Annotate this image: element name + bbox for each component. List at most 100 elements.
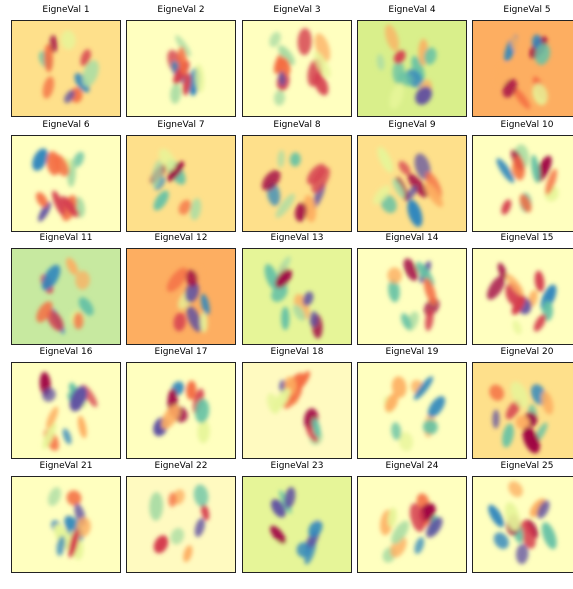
panel-title: EigneVal 24 [357,459,467,473]
eigenvector-panel: EigneVal 11 [11,231,121,361]
eigenvector-panel: EigneVal 15 [472,231,573,361]
eigenvector-image [126,476,236,573]
eigenvector-panel: EigneVal 24 [357,459,467,589]
eigenvector-panel: EigneVal 4 [357,3,467,133]
eigenvector-heatmap [243,363,351,458]
panel-title: EigneVal 7 [126,118,236,132]
panel-title: EigneVal 15 [472,231,573,245]
eigenvector-image [242,476,352,573]
eigenvector-panel: EigneVal 18 [242,345,352,475]
panel-title: EigneVal 17 [126,345,236,359]
eigenvector-heatmap [243,477,351,572]
eigenvector-panel: EigneVal 3 [242,3,352,133]
eigenvector-image [357,476,467,573]
eigenvector-heatmap [473,249,573,344]
eigenvector-heatmap [473,21,573,116]
heatmap-blob [281,307,289,331]
eigenvector-panel: EigneVal 5 [472,3,573,133]
eigenvector-heatmap [358,21,466,116]
heatmap-blob [309,311,318,327]
panel-title: EigneVal 14 [357,231,467,245]
heatmap-blob [73,312,83,329]
eigenvector-heatmap [243,249,351,344]
eigenvector-panel: EigneVal 9 [357,118,467,248]
eigenvector-panel: EigneVal 21 [11,459,121,589]
eigenvector-heatmap [12,136,120,231]
panel-title: EigneVal 20 [472,345,573,359]
panel-title: EigneVal 4 [357,3,467,17]
eigenvector-panel: EigneVal 25 [472,459,573,589]
panel-title: EigneVal 3 [242,3,352,17]
eigenvector-panel: EigneVal 7 [126,118,236,248]
heatmap-background [12,363,120,458]
panel-title: EigneVal 10 [472,118,573,132]
eigenvector-image [11,362,121,459]
eigenvector-heatmap [358,136,466,231]
eigenvector-image [472,20,573,117]
heatmap-background [12,249,120,344]
eigenvector-image [242,135,352,232]
eigenvector-heatmap [358,249,466,344]
panel-title: EigneVal 19 [357,345,467,359]
panel-title: EigneVal 6 [11,118,121,132]
heatmap-background [358,477,466,572]
eigenvector-heatmap [12,249,120,344]
eigenvector-image [242,362,352,459]
panel-title: EigneVal 5 [472,3,573,17]
eigenvector-panel: EigneVal 12 [126,231,236,361]
eigenvector-image [472,362,573,459]
eigenvector-heatmap [127,477,235,572]
panel-title: EigneVal 25 [472,459,573,473]
eigenvector-panel: EigneVal 22 [126,459,236,589]
eigenvector-image [126,248,236,345]
panel-title: EigneVal 23 [242,459,352,473]
eigenvector-image [357,248,467,345]
eigenvector-heatmap [243,136,351,231]
eigenvector-image [472,135,573,232]
eigenvector-heatmap [473,363,573,458]
panel-title: EigneVal 12 [126,231,236,245]
eigenvector-heatmap [473,477,573,572]
eigenvector-panel: EigneVal 14 [357,231,467,361]
eigenvector-heatmap [473,136,573,231]
heatmap-background [243,477,351,572]
eigenvector-heatmap [358,363,466,458]
eigenvector-image [11,135,121,232]
eigenvector-image [11,476,121,573]
eigenvector-heatmap [358,477,466,572]
eigenvector-image [472,476,573,573]
eigenvector-heatmap [127,21,235,116]
eigenvector-image [357,135,467,232]
eigenvector-panel: EigneVal 19 [357,345,467,475]
eigenvector-image [242,248,352,345]
heatmap-background [243,21,351,116]
eigenvector-image [126,20,236,117]
eigenvector-heatmap [12,477,120,572]
panel-title: EigneVal 2 [126,3,236,17]
eigenvector-panel: EigneVal 2 [126,3,236,133]
eigenvector-heatmap [12,21,120,116]
panel-title: EigneVal 21 [11,459,121,473]
eigenvector-panel: EigneVal 8 [242,118,352,248]
panel-title: EigneVal 16 [11,345,121,359]
eigenvector-image [11,20,121,117]
panel-title: EigneVal 18 [242,345,352,359]
eigenvector-heatmap [127,363,235,458]
eigenvector-heatmap [127,136,235,231]
eigenvector-panel: EigneVal 23 [242,459,352,589]
eigenvector-image [242,20,352,117]
panel-title: EigneVal 9 [357,118,467,132]
eigenvector-image [357,362,467,459]
eigenvector-panel: EigneVal 20 [472,345,573,475]
eigenvector-panel: EigneVal 17 [126,345,236,475]
eigenvector-image [472,248,573,345]
eigenvector-figure: EigneVal 1 EigneVal 2 EigneVal 3 EigneVal 4… [0,0,573,574]
heatmap-background [473,363,573,458]
eigenvector-heatmap [243,21,351,116]
panel-title: EigneVal 1 [11,3,121,17]
panel-title: EigneVal 8 [242,118,352,132]
eigenvector-heatmap [127,249,235,344]
eigenvector-image [126,135,236,232]
eigenvector-panel: EigneVal 16 [11,345,121,475]
eigenvector-image [11,248,121,345]
